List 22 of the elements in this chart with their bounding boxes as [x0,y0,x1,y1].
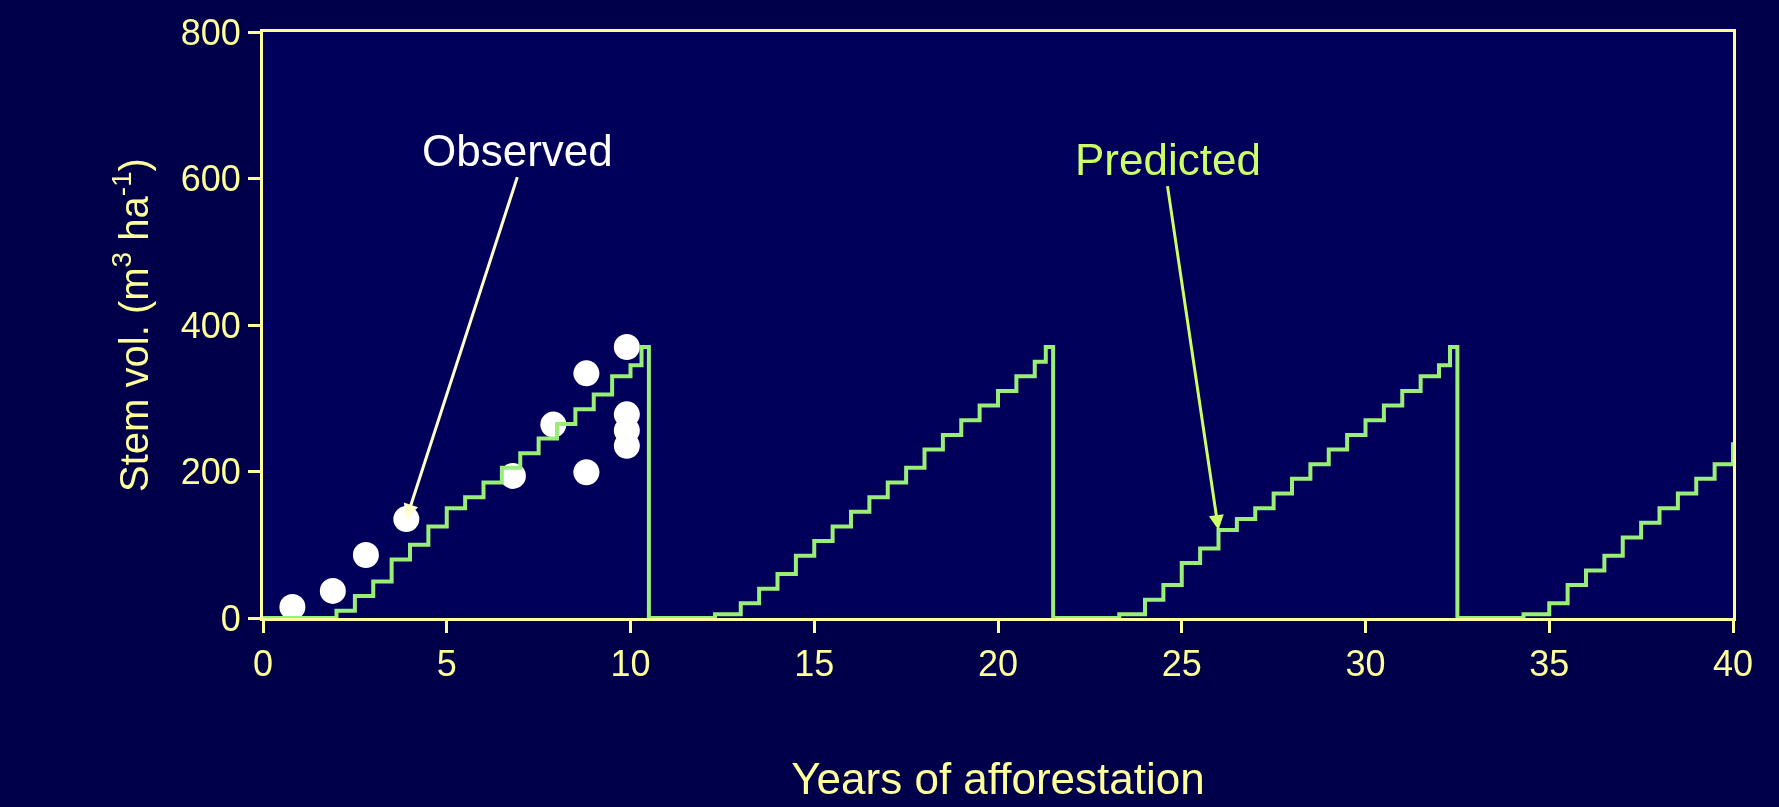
x-tick-label: 40 [1712,643,1754,685]
x-tick-label: 30 [1345,643,1386,685]
x-tick-label: 25 [1161,643,1202,685]
y-tick-label: 800 [180,11,241,53]
y-tick-label: 200 [180,451,241,493]
x-tick-label: 15 [794,643,835,685]
y-tick-label: 400 [180,304,241,346]
point [613,333,640,360]
point [573,360,600,387]
point [319,577,346,604]
y-tick-label: 0 [220,597,241,639]
x-tick-label: 35 [1529,643,1570,685]
x-tick-label: 0 [252,643,274,685]
y-tick-label: 600 [180,158,241,200]
x-tick-label: 5 [436,643,457,685]
x-axis-title: Years of afforestation [791,753,1205,803]
point [573,459,600,486]
x-tick-label: 10 [610,643,651,685]
x-tick-label: 20 [977,643,1019,685]
annotation: Observed [422,126,613,175]
annotation: Predicted [1075,135,1261,184]
point [352,542,379,568]
